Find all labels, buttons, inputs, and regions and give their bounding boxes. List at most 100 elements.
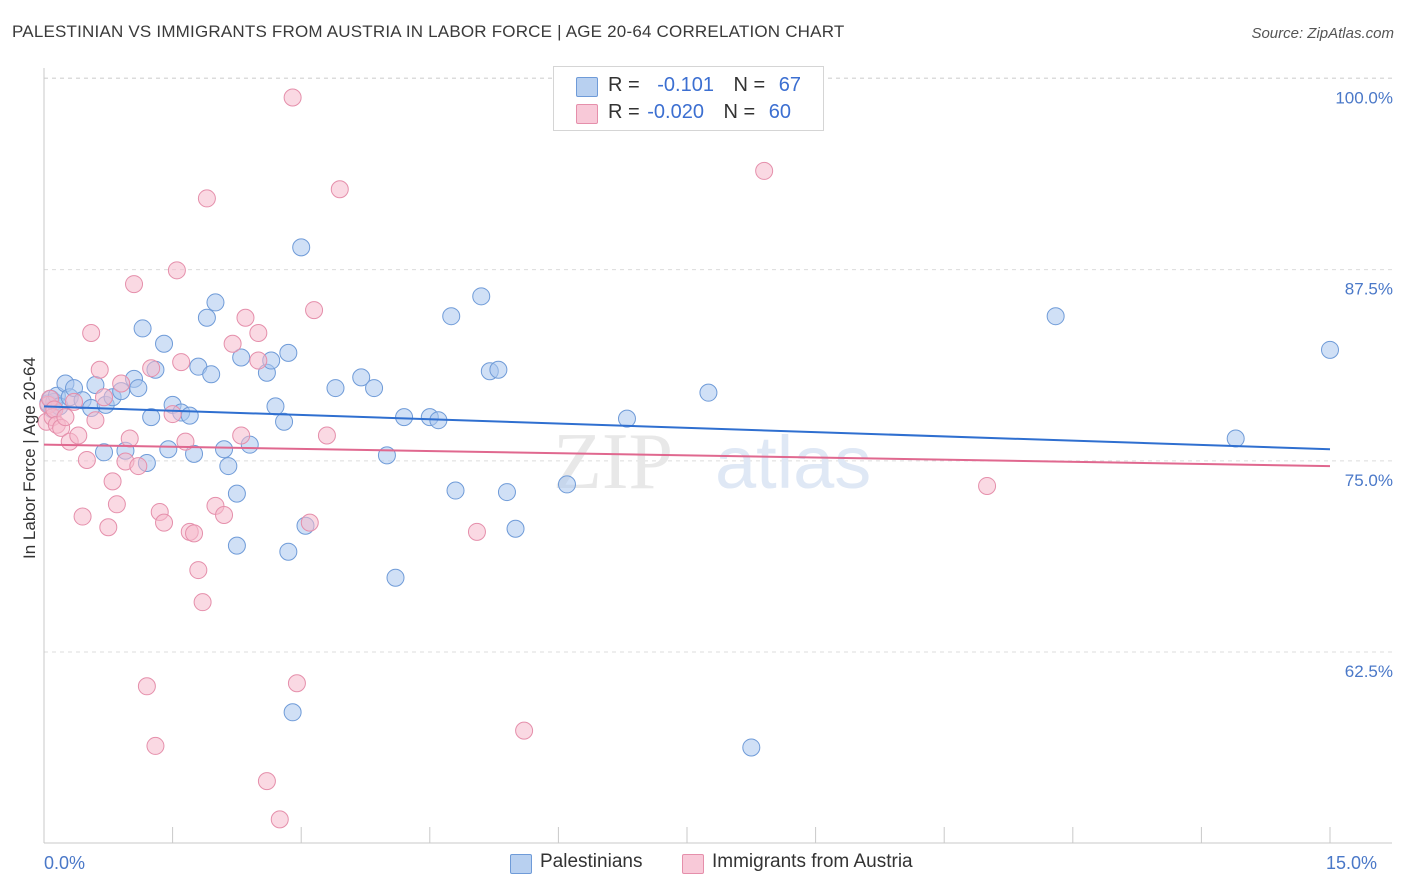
- chart-title: PALESTINIAN VS IMMIGRANTS FROM AUSTRIA I…: [12, 22, 845, 41]
- data-point: [472, 287, 491, 306]
- data-point: [365, 379, 384, 398]
- data-point: [129, 379, 148, 398]
- data-point: [287, 674, 306, 693]
- data-point: [300, 513, 319, 532]
- series-palestinians-points: [39, 238, 1339, 757]
- y-tick-label: 75.0%: [1345, 471, 1393, 490]
- data-point: [266, 397, 285, 416]
- data-point: [497, 483, 516, 502]
- data-point: [275, 412, 294, 431]
- data-point: [442, 307, 461, 326]
- data-point: [223, 334, 242, 353]
- data-point: [159, 440, 178, 459]
- data-point: [180, 406, 199, 425]
- data-point: [557, 475, 576, 494]
- data-point: [107, 495, 126, 514]
- y-tick-labels: 62.5% 75.0% 87.5% 100.0%: [1335, 89, 1393, 682]
- data-point: [176, 432, 195, 451]
- data-point: [236, 308, 255, 327]
- watermark: ZIP atlas: [553, 418, 871, 506]
- x-ticks: [43, 827, 1331, 843]
- data-point: [489, 360, 508, 379]
- data-point: [197, 189, 216, 208]
- data-point: [99, 518, 118, 537]
- data-point: [699, 383, 718, 402]
- data-point: [90, 360, 109, 379]
- data-point: [283, 88, 302, 107]
- data-point: [185, 524, 204, 543]
- gridlines: [44, 77, 1392, 653]
- legend-swatch-blue: [576, 77, 598, 97]
- x-tick-label-max: 15.0%: [1326, 853, 1378, 873]
- data-point: [172, 353, 191, 372]
- series-austria-points: [37, 88, 997, 829]
- data-point: [283, 703, 302, 722]
- data-point: [279, 542, 298, 561]
- data-point: [292, 238, 311, 257]
- data-point: [137, 677, 156, 696]
- data-point: [86, 411, 105, 430]
- data-point: [317, 426, 336, 445]
- data-point: [120, 429, 139, 448]
- data-point: [155, 513, 174, 532]
- data-point: [227, 484, 246, 503]
- data-point: [77, 450, 96, 469]
- data-point: [95, 443, 114, 462]
- data-point: [219, 457, 238, 476]
- data-point: [257, 772, 276, 791]
- data-point: [742, 738, 761, 757]
- watermark-atlas: atlas: [715, 421, 871, 504]
- data-point: [125, 275, 144, 294]
- data-point: [112, 374, 131, 393]
- data-point: [1321, 340, 1339, 359]
- data-point: [193, 593, 212, 612]
- data-point: [133, 319, 152, 338]
- data-point: [978, 476, 997, 495]
- data-point: [617, 409, 636, 428]
- data-point: [506, 519, 525, 538]
- data-point: [232, 348, 251, 367]
- y-axis-label: In Labor Force | Age 20-64: [20, 357, 39, 559]
- data-point: [146, 736, 165, 755]
- data-point: [215, 440, 234, 459]
- y-tick-label: 87.5%: [1345, 280, 1393, 299]
- data-point: [249, 324, 268, 343]
- legend-swatch-pink: [576, 104, 598, 124]
- data-point: [352, 368, 371, 387]
- data-point: [103, 472, 122, 491]
- data-point: [467, 522, 486, 541]
- data-point: [755, 161, 774, 180]
- data-point: [515, 721, 534, 740]
- stats-legend: R = -0.101 N = 67 R = -0.020 N = 60: [553, 66, 824, 131]
- legend-swatch-palestinians: [510, 854, 532, 874]
- data-point: [270, 810, 289, 829]
- data-point: [395, 408, 414, 427]
- data-point: [189, 561, 208, 580]
- data-point: [142, 408, 161, 427]
- data-point: [279, 343, 298, 362]
- data-point: [129, 457, 148, 476]
- data-point: [232, 426, 251, 445]
- data-point: [82, 324, 101, 343]
- y-tick-label: 62.5%: [1345, 662, 1393, 681]
- trend-line-austria: [43, 443, 1331, 468]
- data-point: [197, 308, 216, 327]
- data-point: [305, 301, 324, 320]
- data-point: [386, 568, 405, 587]
- data-point: [326, 379, 345, 398]
- data-point: [185, 444, 204, 463]
- chart-source: Source: ZipAtlas.com: [1251, 25, 1394, 42]
- data-point: [215, 506, 234, 525]
- legend-swatch-austria: [682, 854, 704, 874]
- data-point: [56, 408, 75, 427]
- data-point: [227, 536, 246, 555]
- data-point: [95, 388, 114, 407]
- data-point: [167, 261, 186, 280]
- data-point: [330, 180, 349, 199]
- y-tick-label: 100.0%: [1335, 89, 1393, 108]
- data-point: [1226, 429, 1245, 448]
- data-point: [69, 426, 88, 445]
- watermark-zip: ZIP: [553, 418, 673, 506]
- data-point: [155, 334, 174, 353]
